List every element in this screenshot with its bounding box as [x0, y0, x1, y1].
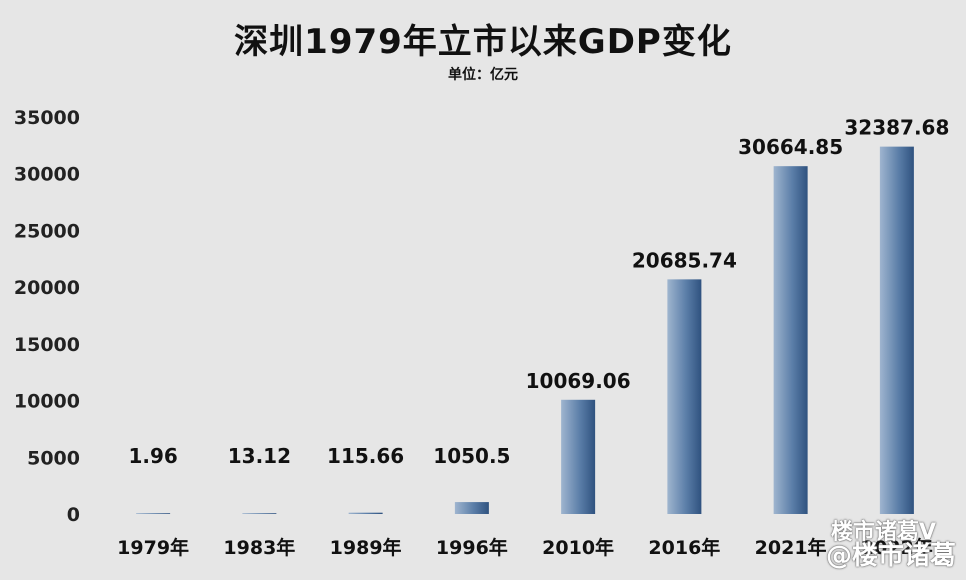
data-label: 1.96	[128, 444, 177, 468]
y-tick-label: 5000	[27, 447, 80, 469]
data-label: 32387.68	[844, 116, 949, 140]
data-label: 10069.06	[526, 369, 631, 393]
x-tick-label: 2016年	[648, 536, 720, 559]
bar	[773, 166, 808, 515]
x-tick-label: 2022年	[861, 536, 933, 559]
x-tick-label: 1989年	[330, 536, 402, 559]
watermark-text: 楼市诸葛V	[830, 520, 936, 545]
x-tick-label: 2021年	[755, 536, 827, 559]
y-tick-label: 15000	[14, 334, 80, 356]
y-tick-label: 20000	[14, 277, 80, 299]
x-tick-label: 2010年	[542, 536, 614, 559]
bar	[348, 512, 383, 514]
chart-title: 深圳1979年立市以来GDP变化	[234, 22, 732, 62]
bar	[667, 279, 702, 514]
y-tick-label: 0	[67, 504, 80, 526]
bar	[561, 399, 596, 514]
bar	[879, 146, 914, 515]
watermark-handle: @楼市诸葛	[825, 541, 956, 571]
y-tick-label: 30000	[14, 164, 80, 186]
y-tick-label: 35000	[14, 107, 80, 129]
data-label: 1050.5	[433, 444, 510, 468]
bar	[136, 513, 171, 514]
chart-subtitle: 单位：亿元	[448, 67, 518, 83]
y-tick-label: 25000	[14, 220, 80, 242]
data-label: 115.66	[327, 444, 404, 468]
data-label: 30664.85	[738, 135, 843, 159]
x-tick-label: 1979年	[117, 536, 189, 559]
bar	[454, 502, 489, 514]
data-label: 13.12	[228, 444, 291, 468]
data-label: 20685.74	[632, 248, 737, 272]
bar	[242, 513, 277, 514]
x-tick-label: 1983年	[223, 536, 295, 559]
x-tick-label: 1996年	[436, 536, 508, 559]
y-tick-label: 10000	[14, 391, 80, 413]
